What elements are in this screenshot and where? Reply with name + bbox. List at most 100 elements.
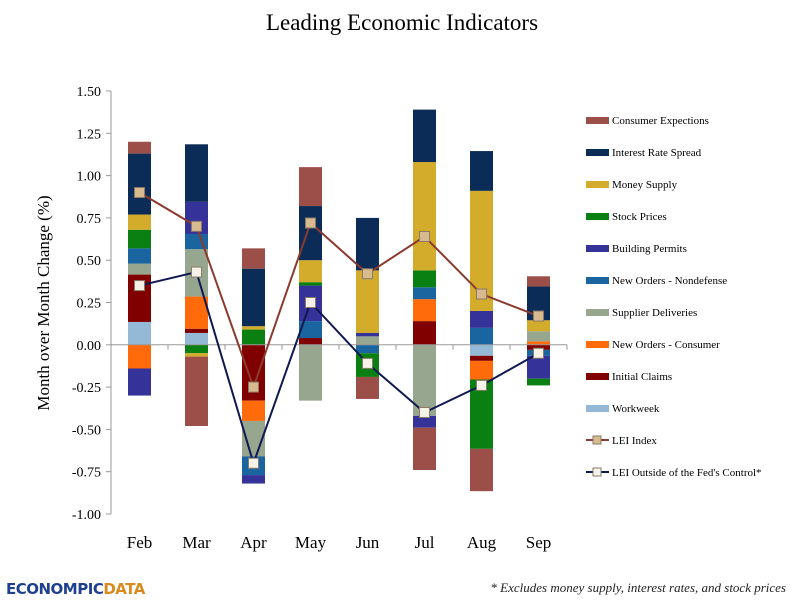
legend-swatch [586, 405, 609, 412]
line-marker [305, 297, 316, 308]
line-marker [305, 217, 316, 229]
bar-segment-building-permits [413, 415, 436, 428]
legend-label: Stock Prices [612, 211, 667, 223]
bar-segment-new-orders-nondefense [470, 327, 493, 345]
bar-segment-new-orders-consumer [470, 360, 493, 380]
line-marker [476, 379, 487, 391]
bar-segment-interest-rate-spread [128, 153, 151, 215]
legend-label: New Orders - Consumer [612, 339, 720, 351]
bar-segment-money-supply [413, 162, 436, 271]
y-axis-label: Month over Month Change (%) [34, 195, 53, 410]
y-tick-label: 0.00 [77, 339, 102, 354]
legend-swatch [586, 309, 609, 316]
bar-segment-money-supply [470, 190, 493, 311]
legend-swatch [586, 181, 609, 188]
bar-segment-new-orders-nondefense [413, 287, 436, 300]
footnote: * Excludes money supply, interest rates,… [490, 580, 786, 595]
bar-segment-money-supply [356, 270, 379, 333]
bar-segment-stock-prices [299, 282, 322, 286]
x-tick-label: May [295, 533, 327, 552]
bar-segment-interest-rate-spread [299, 206, 322, 261]
line-marker [419, 406, 430, 418]
bar-segment-workweek [128, 321, 151, 345]
bar-segment-money-supply [299, 260, 322, 283]
legend-swatch [586, 373, 609, 380]
line-marker [134, 187, 145, 199]
bar-segment-money-supply [185, 353, 208, 357]
line-marker [533, 310, 544, 322]
x-tick-label: Jul [415, 533, 435, 552]
bar-segment-new-orders-consumer [242, 400, 265, 421]
line-marker [248, 381, 259, 393]
bar-segment-supplier-deliveries [413, 344, 436, 416]
bar-segment-interest-rate-spread [185, 144, 208, 202]
bar-segment-supplier-deliveries [299, 344, 322, 401]
bar-segment-consumer-expections [413, 427, 436, 471]
bar-segment-interest-rate-spread [413, 109, 436, 163]
bar-segment-money-supply [128, 214, 151, 230]
y-tick-label: -0.25 [72, 381, 101, 396]
bar-segment-consumer-expections [470, 448, 493, 492]
line-marker [191, 220, 202, 232]
bar-segment-supplier-deliveries [356, 336, 379, 345]
bar-segment-supplier-deliveries [128, 263, 151, 275]
legend-label: New Orders - Nondefense [612, 275, 727, 287]
legend-marker [592, 435, 602, 445]
bar-segment-new-orders-consumer [527, 341, 550, 345]
y-tick-label: 1.00 [77, 170, 102, 185]
bar-segment-interest-rate-spread [242, 268, 265, 327]
line-lei-index [138, 191, 539, 391]
y-tick-label: 1.50 [77, 85, 102, 100]
legend-swatch [586, 117, 609, 124]
bar-segment-new-orders-consumer [413, 299, 436, 322]
legend-label: Consumer Expections [612, 115, 709, 127]
bar-segment-stock-prices [242, 329, 265, 345]
legend-label: LEI Index [612, 435, 657, 447]
y-tick-label: 1.25 [77, 127, 102, 142]
bar-segment-initial-claims [470, 355, 493, 361]
line-marker [419, 231, 430, 243]
line-marker [248, 457, 259, 469]
bar-segment-stock-prices [470, 379, 493, 449]
line-marker [362, 268, 373, 280]
x-tick-label: Sep [526, 533, 552, 552]
bar-segment-interest-rate-spread [527, 286, 550, 321]
bar-segment-supplier-deliveries [527, 331, 550, 342]
y-tick-label: 0.75 [77, 212, 102, 227]
bar-segment-consumer-expections [128, 141, 151, 154]
y-tick-label: 0.50 [77, 254, 102, 269]
bar-segment-consumer-expections [242, 248, 265, 269]
legend-swatch [586, 277, 609, 284]
legend-label: Workweek [612, 403, 660, 415]
bar-segment-building-permits [356, 332, 379, 337]
bar-segment-interest-rate-spread [470, 151, 493, 191]
bar-segment-consumer-expections [185, 356, 208, 427]
bar-segment-new-orders-consumer [185, 296, 208, 329]
economicdata-logo: ECONOMPICDATA [6, 580, 145, 598]
y-tick-label: 0.25 [77, 297, 102, 312]
bar-segment-consumer-expections [299, 167, 322, 207]
bar-segment-workweek [185, 332, 208, 345]
bar-segment-new-orders-nondefense [356, 344, 379, 354]
bar-segment-building-permits [185, 201, 208, 234]
x-tick-label: Feb [127, 533, 153, 552]
bar-segment-building-permits [470, 310, 493, 328]
legend-marker [592, 467, 602, 477]
bar-segment-new-orders-nondefense [299, 321, 322, 339]
bar-segment-consumer-expections [527, 276, 550, 287]
line-lei-outside-of-the-fed-s-control- [139, 270, 539, 467]
bar-segment-initial-claims [413, 321, 436, 345]
bar-segment-building-permits [128, 368, 151, 396]
x-tick-label: Mar [182, 533, 211, 552]
y-tick-label: -1.00 [72, 508, 101, 523]
bar-segment-stock-prices [128, 229, 151, 249]
y-tick-label: -0.50 [72, 423, 101, 438]
bar-segment-building-permits [242, 475, 265, 484]
legend-label: Initial Claims [612, 371, 672, 383]
bar-segment-initial-claims [242, 344, 265, 401]
bar-segment-stock-prices [413, 270, 436, 288]
bar-segment-new-orders-nondefense [128, 248, 151, 264]
legend-swatch [586, 149, 609, 156]
bar-segment-initial-claims [185, 328, 208, 333]
